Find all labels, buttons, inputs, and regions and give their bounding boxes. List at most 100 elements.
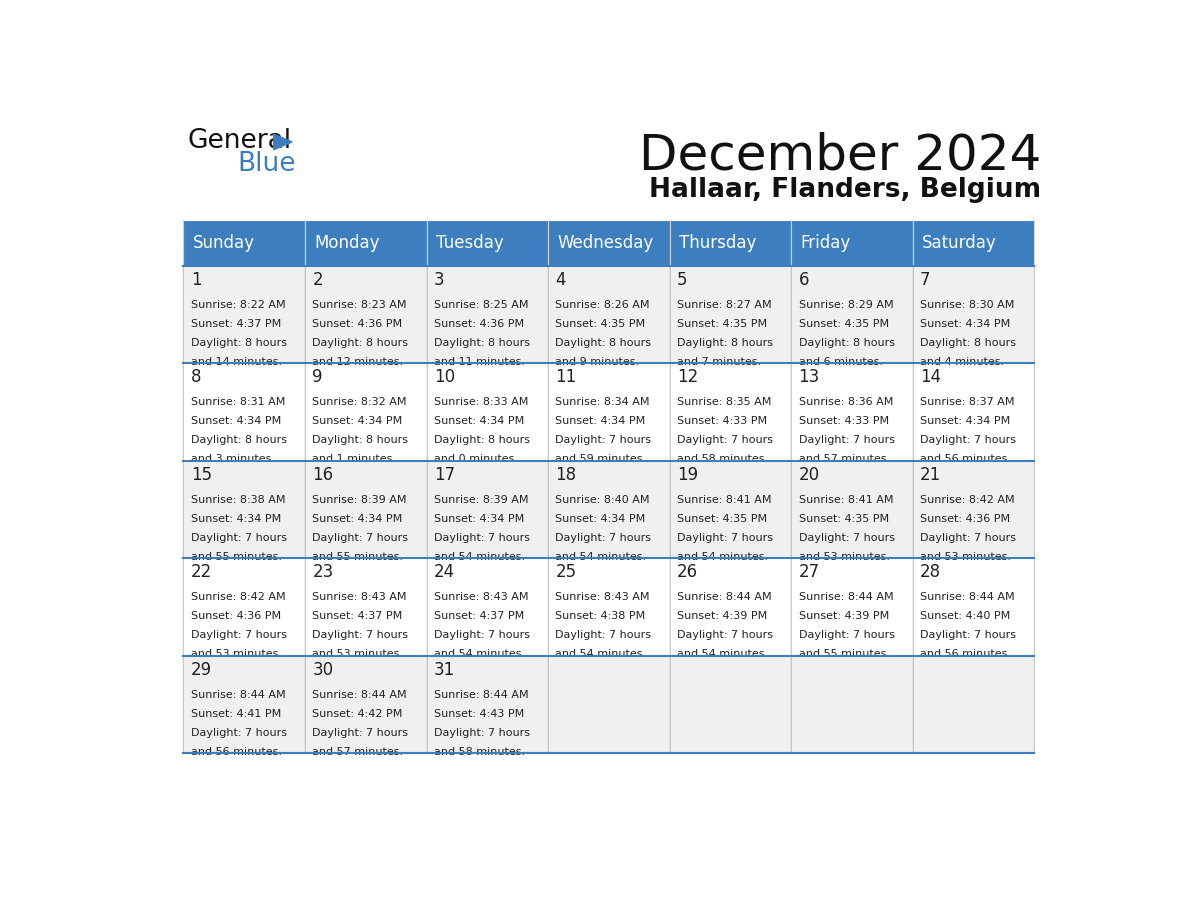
Text: 20: 20 xyxy=(798,465,820,484)
Text: Daylight: 7 hours: Daylight: 7 hours xyxy=(677,532,773,543)
Bar xyxy=(548,461,670,558)
Text: Daylight: 8 hours: Daylight: 8 hours xyxy=(191,338,286,348)
Text: and 57 minutes.: and 57 minutes. xyxy=(798,454,890,465)
Text: and 14 minutes.: and 14 minutes. xyxy=(191,357,282,367)
Text: Sunset: 4:36 PM: Sunset: 4:36 PM xyxy=(312,319,403,329)
Bar xyxy=(791,461,912,558)
Text: Daylight: 7 hours: Daylight: 7 hours xyxy=(556,435,651,445)
Text: Sunset: 4:34 PM: Sunset: 4:34 PM xyxy=(434,514,524,524)
Text: Sunrise: 8:44 AM: Sunrise: 8:44 AM xyxy=(312,689,407,700)
Bar xyxy=(670,558,791,655)
Bar xyxy=(548,655,670,754)
Text: Sunset: 4:34 PM: Sunset: 4:34 PM xyxy=(556,416,646,426)
Bar xyxy=(183,461,305,558)
Text: Sunset: 4:38 PM: Sunset: 4:38 PM xyxy=(556,611,646,621)
Bar xyxy=(670,219,791,265)
Text: December 2024: December 2024 xyxy=(639,131,1042,179)
Text: 25: 25 xyxy=(556,564,576,581)
Bar xyxy=(791,364,912,461)
Text: Daylight: 7 hours: Daylight: 7 hours xyxy=(677,435,773,445)
Text: Thursday: Thursday xyxy=(678,234,757,252)
Text: 31: 31 xyxy=(434,661,455,678)
Text: Sunset: 4:37 PM: Sunset: 4:37 PM xyxy=(312,611,403,621)
Text: Sunset: 4:34 PM: Sunset: 4:34 PM xyxy=(920,416,1010,426)
Text: and 53 minutes.: and 53 minutes. xyxy=(798,552,890,562)
Text: 7: 7 xyxy=(920,271,930,288)
Text: 14: 14 xyxy=(920,368,941,386)
Text: Sunrise: 8:41 AM: Sunrise: 8:41 AM xyxy=(798,495,893,505)
Polygon shape xyxy=(273,134,292,150)
Text: Sunset: 4:40 PM: Sunset: 4:40 PM xyxy=(920,611,1010,621)
Bar xyxy=(912,265,1035,364)
Bar xyxy=(426,265,548,364)
Text: 11: 11 xyxy=(556,368,576,386)
Text: Sunset: 4:36 PM: Sunset: 4:36 PM xyxy=(434,319,524,329)
Text: Sunset: 4:33 PM: Sunset: 4:33 PM xyxy=(677,416,767,426)
Text: Sunset: 4:36 PM: Sunset: 4:36 PM xyxy=(191,611,282,621)
Text: Sunset: 4:42 PM: Sunset: 4:42 PM xyxy=(312,709,403,719)
Bar xyxy=(548,219,670,265)
Text: Sunrise: 8:30 AM: Sunrise: 8:30 AM xyxy=(920,299,1015,309)
Text: 8: 8 xyxy=(191,368,201,386)
Text: Sunset: 4:37 PM: Sunset: 4:37 PM xyxy=(191,319,282,329)
Text: Daylight: 7 hours: Daylight: 7 hours xyxy=(920,631,1016,641)
Text: and 55 minutes.: and 55 minutes. xyxy=(191,552,282,562)
Text: Sunset: 4:34 PM: Sunset: 4:34 PM xyxy=(191,514,282,524)
Text: and 1 minutes.: and 1 minutes. xyxy=(312,454,397,465)
Text: 17: 17 xyxy=(434,465,455,484)
Text: Sunset: 4:34 PM: Sunset: 4:34 PM xyxy=(312,514,403,524)
Text: Sunrise: 8:43 AM: Sunrise: 8:43 AM xyxy=(434,592,529,602)
Bar xyxy=(670,364,791,461)
Text: Sunrise: 8:25 AM: Sunrise: 8:25 AM xyxy=(434,299,529,309)
Text: Daylight: 8 hours: Daylight: 8 hours xyxy=(798,338,895,348)
Text: Sunrise: 8:44 AM: Sunrise: 8:44 AM xyxy=(798,592,893,602)
Text: 24: 24 xyxy=(434,564,455,581)
Text: and 11 minutes.: and 11 minutes. xyxy=(434,357,525,367)
Text: and 6 minutes.: and 6 minutes. xyxy=(798,357,883,367)
Text: 15: 15 xyxy=(191,465,211,484)
Text: Daylight: 7 hours: Daylight: 7 hours xyxy=(434,728,530,738)
Text: 13: 13 xyxy=(798,368,820,386)
Text: 27: 27 xyxy=(798,564,820,581)
Text: 21: 21 xyxy=(920,465,941,484)
Text: Daylight: 7 hours: Daylight: 7 hours xyxy=(191,728,286,738)
Text: Sunday: Sunday xyxy=(192,234,254,252)
Text: Daylight: 8 hours: Daylight: 8 hours xyxy=(191,435,286,445)
Text: Sunrise: 8:29 AM: Sunrise: 8:29 AM xyxy=(798,299,893,309)
Text: Sunrise: 8:39 AM: Sunrise: 8:39 AM xyxy=(434,495,529,505)
Text: Wednesday: Wednesday xyxy=(557,234,653,252)
Bar xyxy=(548,364,670,461)
Text: Daylight: 7 hours: Daylight: 7 hours xyxy=(556,631,651,641)
Text: and 58 minutes.: and 58 minutes. xyxy=(677,454,769,465)
Text: Daylight: 7 hours: Daylight: 7 hours xyxy=(798,631,895,641)
Text: Tuesday: Tuesday xyxy=(436,234,504,252)
Text: Daylight: 8 hours: Daylight: 8 hours xyxy=(677,338,773,348)
Text: Sunrise: 8:34 AM: Sunrise: 8:34 AM xyxy=(556,397,650,408)
Text: and 12 minutes.: and 12 minutes. xyxy=(312,357,404,367)
Text: Sunset: 4:34 PM: Sunset: 4:34 PM xyxy=(434,416,524,426)
Text: Sunrise: 8:26 AM: Sunrise: 8:26 AM xyxy=(556,299,650,309)
Text: Sunrise: 8:37 AM: Sunrise: 8:37 AM xyxy=(920,397,1015,408)
Text: Sunrise: 8:36 AM: Sunrise: 8:36 AM xyxy=(798,397,893,408)
Bar xyxy=(791,265,912,364)
Text: and 9 minutes.: and 9 minutes. xyxy=(556,357,639,367)
Text: Daylight: 8 hours: Daylight: 8 hours xyxy=(434,435,530,445)
Bar xyxy=(912,364,1035,461)
Text: Sunset: 4:43 PM: Sunset: 4:43 PM xyxy=(434,709,524,719)
Bar xyxy=(305,655,426,754)
Bar xyxy=(305,461,426,558)
Text: Sunset: 4:35 PM: Sunset: 4:35 PM xyxy=(798,514,889,524)
Bar xyxy=(426,219,548,265)
Text: Sunset: 4:36 PM: Sunset: 4:36 PM xyxy=(920,514,1010,524)
Text: Daylight: 7 hours: Daylight: 7 hours xyxy=(191,532,286,543)
Text: Sunrise: 8:39 AM: Sunrise: 8:39 AM xyxy=(312,495,406,505)
Bar xyxy=(912,219,1035,265)
Text: Sunset: 4:35 PM: Sunset: 4:35 PM xyxy=(677,319,767,329)
Text: Sunrise: 8:40 AM: Sunrise: 8:40 AM xyxy=(556,495,650,505)
Text: Daylight: 8 hours: Daylight: 8 hours xyxy=(312,435,409,445)
Text: Daylight: 7 hours: Daylight: 7 hours xyxy=(191,631,286,641)
Text: Sunset: 4:34 PM: Sunset: 4:34 PM xyxy=(312,416,403,426)
Text: Sunrise: 8:43 AM: Sunrise: 8:43 AM xyxy=(312,592,406,602)
Text: Daylight: 7 hours: Daylight: 7 hours xyxy=(312,532,409,543)
Text: Sunrise: 8:35 AM: Sunrise: 8:35 AM xyxy=(677,397,771,408)
